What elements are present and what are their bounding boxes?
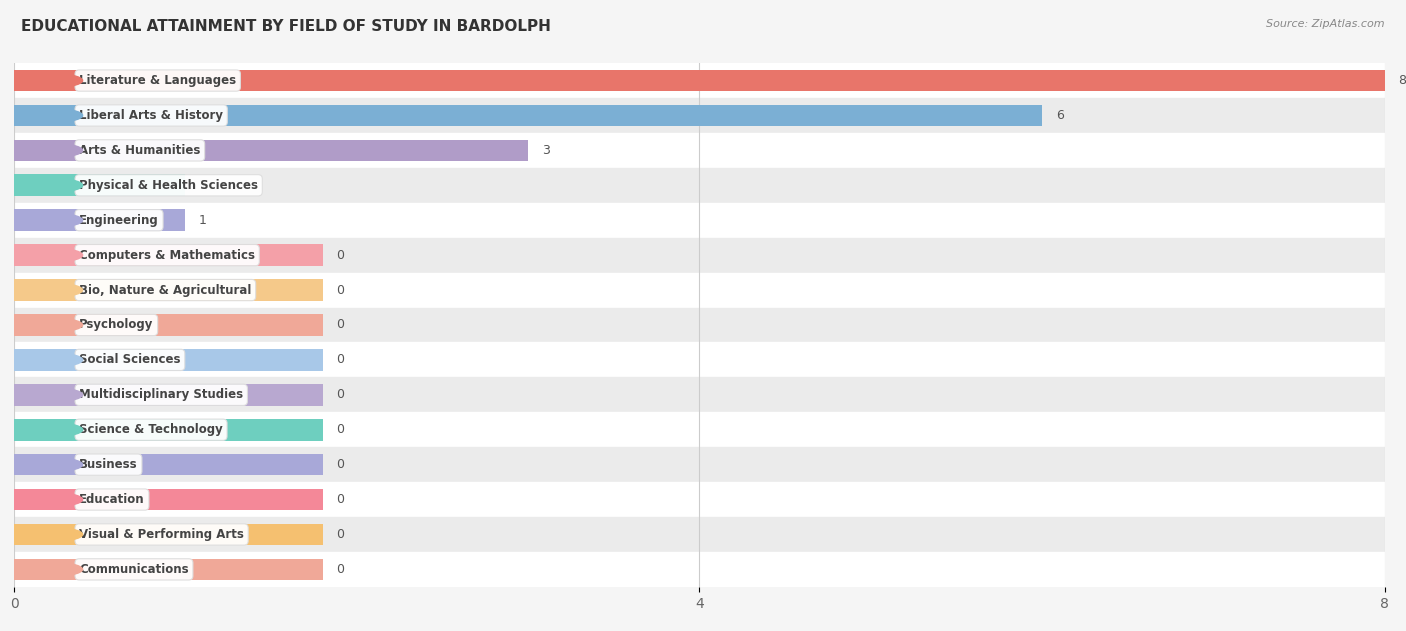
- Text: Social Sciences: Social Sciences: [79, 353, 181, 367]
- Text: Multidisciplinary Studies: Multidisciplinary Studies: [79, 388, 243, 401]
- Circle shape: [7, 352, 83, 368]
- Text: 0: 0: [336, 283, 344, 297]
- Text: 0: 0: [336, 493, 344, 506]
- Bar: [14, 482, 1385, 517]
- Bar: [14, 168, 1385, 203]
- Text: 1: 1: [200, 179, 207, 192]
- Circle shape: [7, 422, 83, 437]
- Text: Education: Education: [79, 493, 145, 506]
- Text: Literature & Languages: Literature & Languages: [79, 74, 236, 87]
- Bar: [14, 489, 322, 510]
- Bar: [14, 377, 1385, 412]
- Text: Visual & Performing Arts: Visual & Performing Arts: [79, 528, 245, 541]
- Bar: [14, 524, 322, 545]
- Text: Science & Technology: Science & Technology: [79, 423, 224, 436]
- Text: 0: 0: [336, 388, 344, 401]
- Bar: [14, 552, 1385, 587]
- Bar: [14, 133, 1385, 168]
- Text: 0: 0: [336, 528, 344, 541]
- Text: Business: Business: [79, 458, 138, 471]
- Bar: [14, 384, 322, 406]
- Bar: [14, 517, 1385, 552]
- Circle shape: [7, 457, 83, 473]
- Bar: [14, 209, 186, 231]
- Bar: [14, 558, 322, 580]
- Text: Engineering: Engineering: [79, 214, 159, 227]
- Text: Physical & Health Sciences: Physical & Health Sciences: [79, 179, 259, 192]
- Circle shape: [7, 492, 83, 507]
- Text: Source: ZipAtlas.com: Source: ZipAtlas.com: [1267, 19, 1385, 29]
- Text: 0: 0: [336, 458, 344, 471]
- Text: 0: 0: [336, 319, 344, 331]
- Circle shape: [7, 527, 83, 542]
- Bar: [14, 307, 1385, 343]
- Circle shape: [7, 73, 83, 88]
- Bar: [14, 175, 186, 196]
- Bar: [14, 70, 1385, 91]
- Bar: [14, 244, 322, 266]
- Circle shape: [7, 247, 83, 263]
- Bar: [14, 203, 1385, 238]
- Circle shape: [7, 317, 83, 333]
- Circle shape: [7, 108, 83, 123]
- Text: Arts & Humanities: Arts & Humanities: [79, 144, 201, 157]
- Circle shape: [7, 143, 83, 158]
- Text: Liberal Arts & History: Liberal Arts & History: [79, 109, 224, 122]
- Bar: [14, 314, 322, 336]
- Circle shape: [7, 177, 83, 193]
- Bar: [14, 343, 1385, 377]
- Bar: [14, 98, 1385, 133]
- Bar: [14, 412, 1385, 447]
- Bar: [14, 280, 322, 301]
- Text: Bio, Nature & Agricultural: Bio, Nature & Agricultural: [79, 283, 252, 297]
- Text: Psychology: Psychology: [79, 319, 153, 331]
- Bar: [14, 105, 1042, 126]
- Text: 0: 0: [336, 423, 344, 436]
- Text: EDUCATIONAL ATTAINMENT BY FIELD OF STUDY IN BARDOLPH: EDUCATIONAL ATTAINMENT BY FIELD OF STUDY…: [21, 19, 551, 34]
- Text: 6: 6: [1056, 109, 1064, 122]
- Bar: [14, 447, 1385, 482]
- Bar: [14, 454, 322, 475]
- Circle shape: [7, 213, 83, 228]
- Circle shape: [7, 282, 83, 298]
- Bar: [14, 139, 529, 161]
- Bar: [14, 63, 1385, 98]
- Text: 1: 1: [200, 214, 207, 227]
- Circle shape: [7, 562, 83, 577]
- Text: Communications: Communications: [79, 563, 188, 576]
- Bar: [14, 238, 1385, 273]
- Text: 0: 0: [336, 563, 344, 576]
- Text: 0: 0: [336, 249, 344, 262]
- Bar: [14, 273, 1385, 307]
- Bar: [14, 419, 322, 440]
- Bar: [14, 349, 322, 370]
- Text: Computers & Mathematics: Computers & Mathematics: [79, 249, 254, 262]
- Circle shape: [7, 387, 83, 403]
- Text: 3: 3: [541, 144, 550, 157]
- Text: 8: 8: [1399, 74, 1406, 87]
- Text: 0: 0: [336, 353, 344, 367]
